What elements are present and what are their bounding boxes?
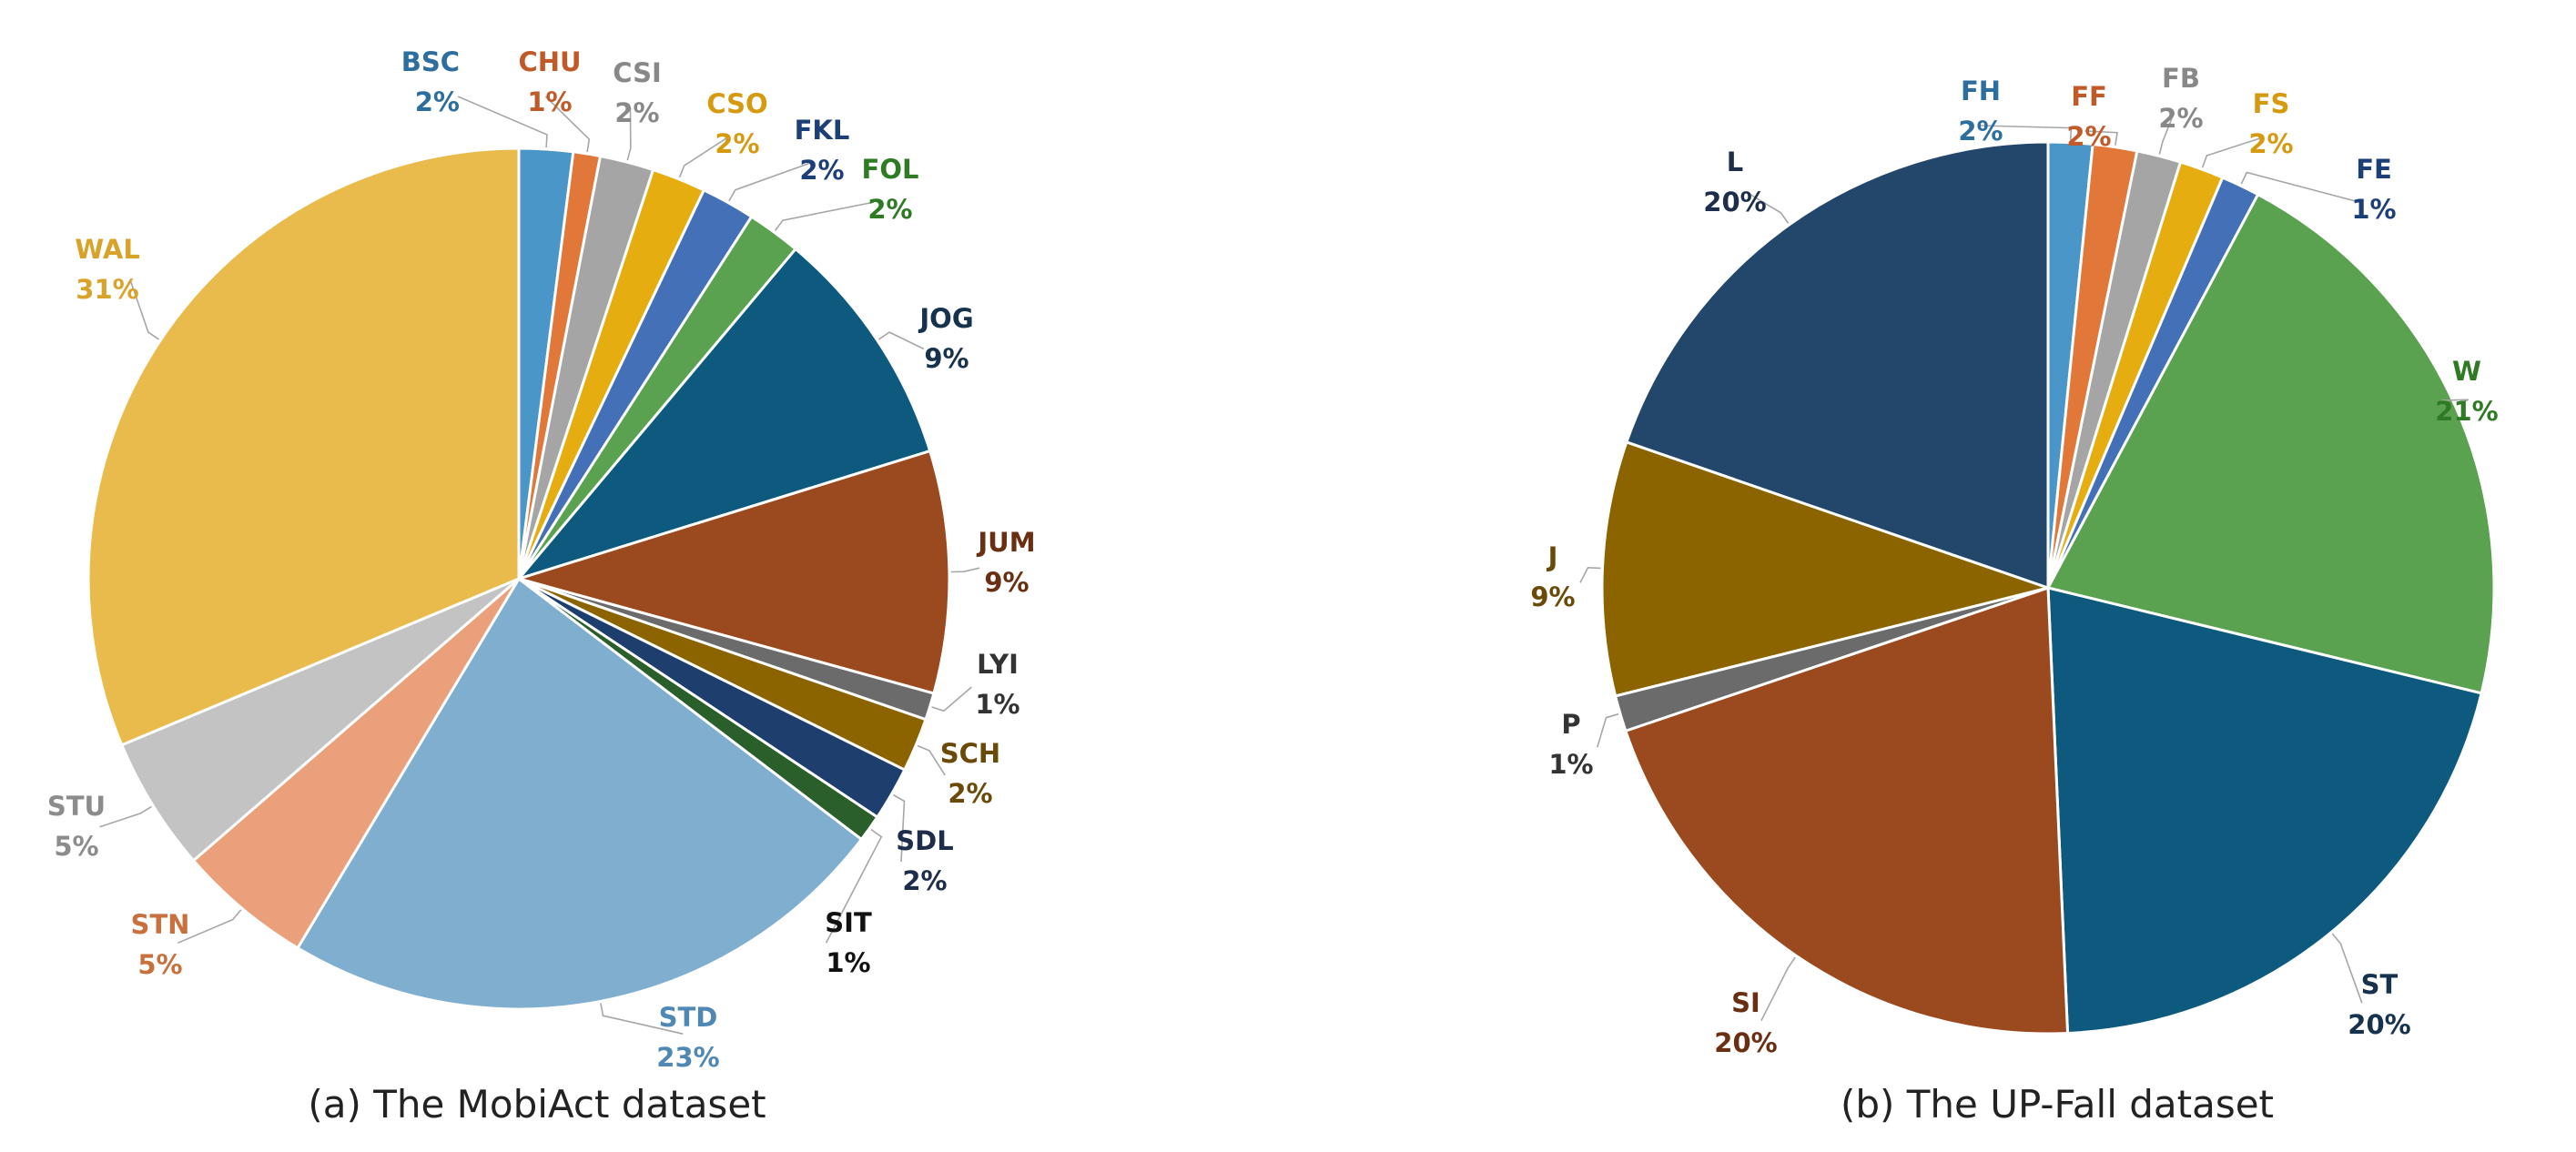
slice-label-w: W: [2452, 356, 2481, 387]
slice-percent-std: 23%: [656, 1042, 719, 1073]
leader-line-wal: [129, 279, 159, 340]
slice-percent-sit: 1%: [826, 947, 870, 978]
slice-percent-st: 20%: [2348, 1009, 2410, 1040]
leader-line-fs: [2201, 136, 2262, 168]
leader-line-si: [1760, 956, 1796, 1022]
slice-label-cso: CSO: [706, 88, 767, 119]
slice-label-st: ST: [2361, 969, 2399, 1000]
leader-line-fol: [774, 201, 875, 231]
leader-line-sch: [917, 744, 946, 776]
slice-percent-cso: 2%: [715, 128, 759, 159]
slice-label-wal: WAL: [75, 234, 140, 265]
slice-percent-stu: 5%: [54, 831, 98, 862]
slice-label-fkl: FKL: [795, 115, 850, 146]
slice-percent-fol: 2%: [867, 194, 912, 225]
leader-line-stn: [177, 909, 242, 945]
leader-line-fh: [1979, 125, 2073, 141]
slice-percent-w: 21%: [2435, 396, 2498, 427]
slice-percent-chu: 1%: [527, 86, 572, 117]
leader-line-l: [1749, 194, 1790, 224]
slice-percent-stn: 5%: [137, 949, 182, 980]
slice-label-fh: FH: [1961, 76, 2001, 106]
slice-percent-j: 9%: [1530, 581, 1575, 612]
leader-line-fb: [2158, 112, 2175, 155]
leader-line-csi: [626, 106, 632, 161]
slice-si: [1624, 586, 2070, 1036]
mobiact-caption: (a) The MobiAct dataset: [308, 1082, 766, 1127]
slice-percent-wal: 31%: [76, 274, 138, 305]
leader-line-fkl: [728, 162, 809, 202]
slice-wal: [86, 147, 521, 747]
leader-line-jum: [950, 567, 980, 573]
slice-percent-fe: 1%: [2351, 194, 2396, 225]
slice-percent-jum: 9%: [984, 567, 1029, 598]
slice-percent-sch: 2%: [948, 778, 992, 809]
slice-j: [1600, 440, 2050, 698]
slice-percent-sdl: 2%: [902, 865, 947, 896]
slice-percent-fkl: 2%: [799, 155, 844, 186]
slice-percent-csi: 2%: [614, 97, 659, 128]
slice-label-l: L: [1727, 147, 1743, 177]
leader-line-w: [2441, 399, 2470, 406]
upfall-pie-chart: FH 2% FF 2% FB 2% FS 2% FE 1% W 21% ST 20% SI 20% P 1% J 9%…: [1530, 63, 2498, 1058]
slice-label-ff: FF: [2071, 81, 2107, 112]
slice-percent-jog: 9%: [924, 343, 969, 374]
slice-label-stn: STN: [131, 909, 190, 940]
leader-line-fe: [2240, 171, 2363, 204]
slice-w: [2046, 193, 2496, 695]
slice-label-sit: SIT: [825, 907, 872, 938]
slice-stn: [192, 577, 521, 950]
leader-line-sit: [825, 828, 883, 944]
leader-line-sdl: [892, 793, 906, 863]
slice-label-stu: STU: [47, 791, 106, 822]
slice-std: [296, 577, 863, 1011]
slice-percent-fb: 2%: [2158, 103, 2203, 134]
slice-percent-ff: 2%: [2066, 121, 2111, 152]
leader-line-p: [1597, 712, 1619, 748]
slice-label-std: STD: [659, 1002, 718, 1033]
slice-label-p: P: [1561, 709, 1580, 740]
slice-label-csi: CSI: [613, 57, 662, 88]
slice-label-j: J: [1547, 541, 1558, 572]
slice-l: [1625, 140, 2050, 590]
leader-line-lyi: [931, 686, 972, 712]
leader-line-ff: [2084, 130, 2118, 146]
slice-percent-lyi: 1%: [975, 689, 1019, 720]
slice-jog: [517, 248, 932, 581]
slice-label-chu: CHU: [518, 46, 581, 77]
slice-percent-fh: 2%: [1958, 116, 2003, 147]
slice-label-jum: JUM: [976, 527, 1035, 558]
slice-label-jog: JOG: [918, 303, 973, 334]
slice-label-sdl: SDL: [896, 825, 953, 856]
leader-line-chu: [544, 96, 591, 153]
slice-percent-l: 20%: [1703, 187, 1766, 217]
leader-line-st: [2331, 933, 2363, 1004]
mobiact-pie-chart: BSC 2% CHU 1% CSI 2% CSO 2% FKL 2% FOL 2% JOG 9% JUM 9%…: [47, 46, 1036, 1073]
slice-label-fe: FE: [2356, 154, 2392, 185]
slice-label-fol: FOL: [862, 154, 919, 185]
slice-label-bsc: BSC: [401, 46, 460, 77]
slice-percent-fs: 2%: [2248, 128, 2293, 159]
slice-percent-si: 20%: [1714, 1027, 1777, 1058]
slice-label-fb: FB: [2162, 63, 2200, 94]
leader-line-std: [600, 1003, 684, 1035]
leader-line-bsc: [457, 96, 548, 148]
upfall-caption: (b) The UP-Fall dataset: [1841, 1082, 2274, 1127]
leader-line-cso: [678, 136, 728, 178]
slice-label-fs: FS: [2253, 88, 2290, 119]
leader-line-j: [1579, 566, 1601, 583]
slice-jum: [517, 450, 951, 695]
slice-stu: [120, 577, 521, 863]
slice-percent-p: 1%: [1548, 749, 1593, 780]
slice-label-sch: SCH: [940, 738, 1000, 769]
slice-st: [2046, 586, 2483, 1036]
leader-line-jog: [878, 331, 925, 350]
slice-label-lyi: LYI: [977, 649, 1019, 680]
slice-percent-bsc: 2%: [415, 86, 460, 117]
leader-line-stu: [99, 805, 152, 828]
slice-label-si: SI: [1731, 987, 1760, 1018]
